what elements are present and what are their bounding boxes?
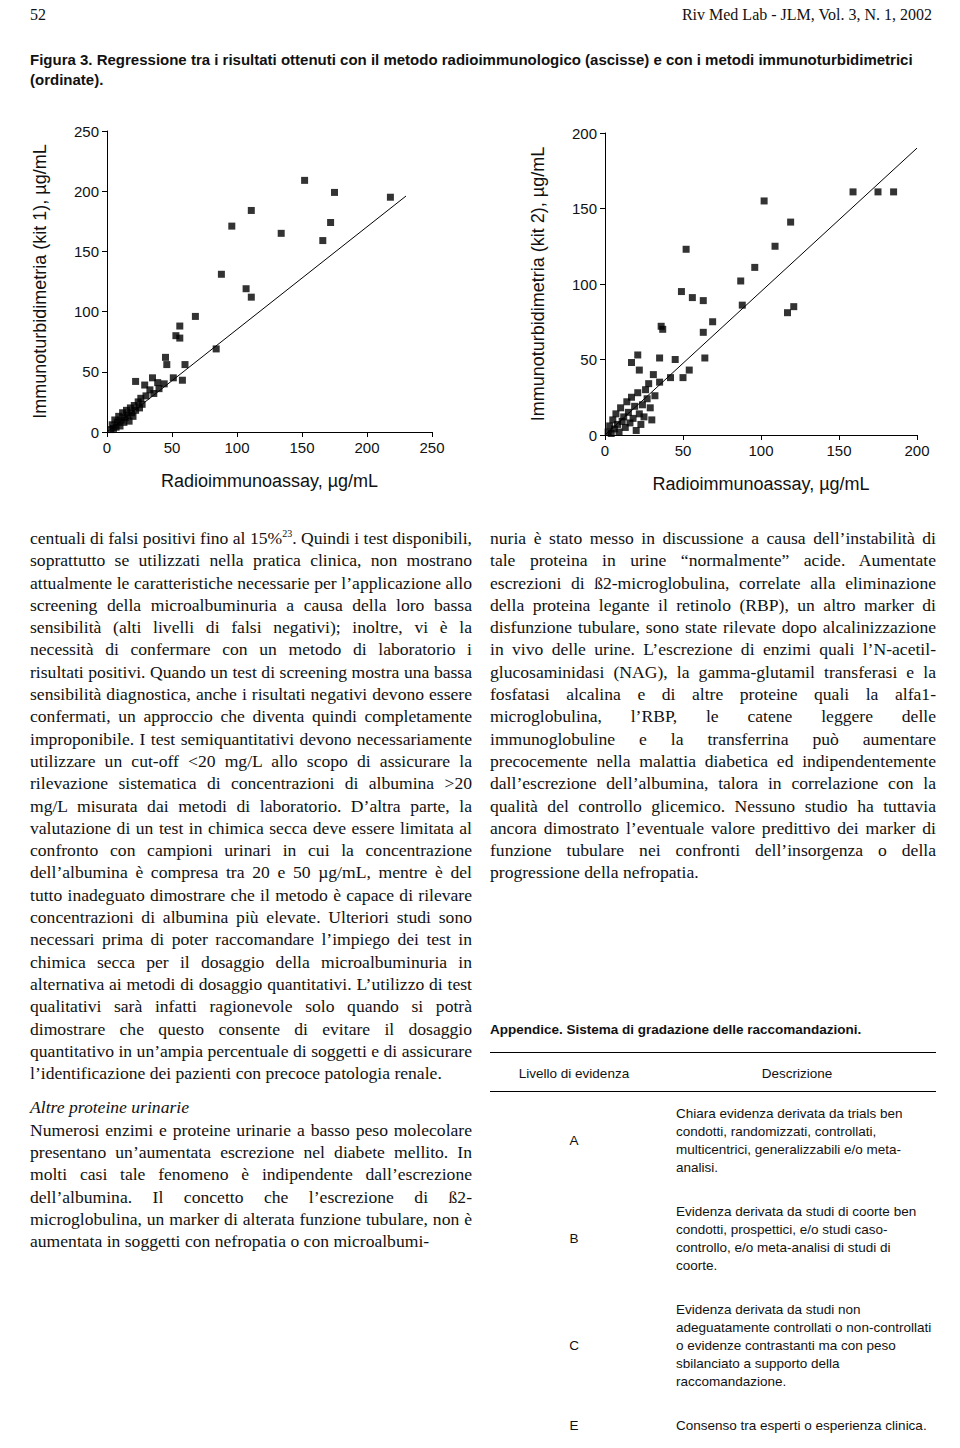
svg-text:50: 50	[164, 439, 181, 456]
html-text:nuria è stato messo in discuss: nuria è stato messo in discussione a cau…	[490, 528, 936, 883]
svg-text:100: 100	[224, 439, 249, 456]
html-text:Descrizione: Descrizione	[761, 1066, 833, 1081]
html-text:B: B	[569, 1231, 579, 1246]
svg-text:Immunoturbidimetria (kit 2), µ: Immunoturbidimetria (kit 2), µg/mL	[528, 147, 548, 421]
svg-text:250: 250	[74, 123, 99, 140]
svg-text:Immunoturbidimetria (kit 1), µ: Immunoturbidimetria (kit 1), µg/mL	[30, 144, 50, 418]
svg-text:250: 250	[419, 439, 444, 456]
svg-text:0: 0	[91, 424, 99, 441]
svg-text:Radioimmunoassay, µg/mL: Radioimmunoassay, µg/mL	[161, 471, 378, 491]
html-text:centuali di falsi positivi fin: centuali di falsi positivi fino al 15%23…	[30, 528, 472, 1084]
svg-text:200: 200	[904, 442, 929, 459]
svg-text:150: 150	[74, 243, 99, 260]
svg-text:200: 200	[74, 183, 99, 200]
svg-text:50: 50	[675, 442, 692, 459]
svg-text:0: 0	[103, 439, 111, 456]
svg-text:150: 150	[572, 200, 597, 217]
html-text:Figura 3. Regressione tra i ri: Figura 3. Regressione tra i risultati ot…	[30, 51, 913, 88]
html-text:E: E	[569, 1418, 579, 1433]
svg-text:100: 100	[572, 276, 597, 293]
svg-text:200: 200	[572, 125, 597, 142]
svg-text:0: 0	[601, 442, 609, 459]
html-text:Riv Med Lab - JLM, Vol. 3, N.: Riv Med Lab - JLM, Vol. 3, N. 1, 2002	[681, 6, 932, 23]
html-text:Livello di evidenza: Livello di evidenza	[518, 1066, 630, 1081]
svg-text:150: 150	[289, 439, 314, 456]
svg-text:200: 200	[354, 439, 379, 456]
svg-text:0: 0	[589, 427, 597, 444]
svg-text:Radioimmunoassay, µg/mL: Radioimmunoassay, µg/mL	[652, 474, 869, 494]
html-text:52: 52	[30, 6, 46, 23]
html-text:C: C	[569, 1338, 579, 1353]
html-text:Chiara evidenza derivata da tr: Chiara evidenza derivata da trials ben c…	[676, 1106, 903, 1175]
html-text:Evidenza derivata da studi non: Evidenza derivata da studi non adeguatam…	[676, 1302, 932, 1389]
html-text:A: A	[569, 1133, 579, 1148]
svg-text:100: 100	[748, 442, 773, 459]
html-text:Appendice. Sistema di gradazio: Appendice. Sistema di gradazione delle r…	[490, 1022, 862, 1037]
svg-text:50: 50	[580, 351, 597, 368]
html-text:Altre proteine urinarie: Altre proteine urinarie	[30, 1097, 189, 1118]
svg-text:100: 100	[74, 303, 99, 320]
html-text:Consenso tra esperti o esperie: Consenso tra esperti o esperienza clinic…	[676, 1418, 927, 1433]
html-text:Numerosi enzimi e proteine uri: Numerosi enzimi e proteine urinarie a ba…	[30, 1119, 472, 1252]
svg-text:150: 150	[826, 442, 851, 459]
svg-text:50: 50	[82, 363, 99, 380]
html-text:Evidenza derivata da studi di: Evidenza derivata da studi di coorte ben…	[676, 1204, 917, 1273]
